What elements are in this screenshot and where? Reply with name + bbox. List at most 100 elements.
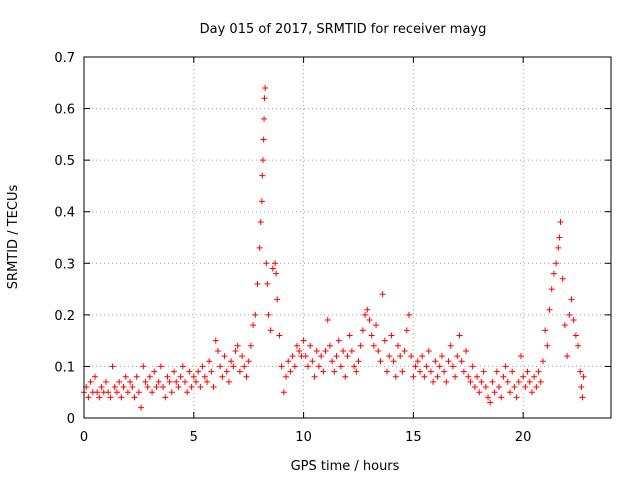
y-tick-label: 0 [67,412,75,427]
data-point [155,378,162,385]
data-point [318,353,325,360]
data-point [362,311,369,318]
data-point [232,347,239,354]
data-point [217,363,224,370]
data-point [463,347,470,354]
data-point [122,373,129,380]
data-point [85,394,92,401]
data-point [390,358,397,365]
y-axis-label: SRMTID / TECUs [6,185,21,290]
data-point [386,353,393,360]
data-point [340,347,347,354]
data-point [289,353,296,360]
data-point [171,368,178,375]
data-point [425,347,432,354]
data-point [302,353,309,360]
grid [84,57,611,418]
data-point [135,389,142,396]
plot-frame [83,56,612,419]
data-point [566,311,573,318]
data-point [225,378,232,385]
data-point [168,389,175,396]
data-point [570,317,577,324]
data-point [264,280,271,287]
data-point [276,332,283,339]
data-point [133,373,140,380]
data-point [359,327,366,334]
data-point [344,353,351,360]
data-point [293,342,300,349]
data-point [553,260,560,267]
data-point [491,389,498,396]
data-point [113,389,120,396]
data-point [203,378,210,385]
data-point [269,265,276,272]
data-point [223,368,230,375]
data-point [210,384,217,391]
data-point [410,373,417,380]
data-point [441,368,448,375]
data-point [184,389,191,396]
data-point [94,389,101,396]
data-point [250,322,257,329]
data-point [430,378,437,385]
data-point [87,378,94,385]
data-point [149,389,156,396]
data-point [157,363,164,370]
data-points [81,84,587,411]
data-point [221,353,228,360]
data-point [412,363,419,370]
data-point [575,342,582,349]
data-point [315,363,322,370]
data-point [239,353,246,360]
data-point [265,311,272,318]
data-point [498,394,505,401]
data-point [257,219,264,226]
data-point [186,368,193,375]
data-point [366,317,373,324]
data-point [524,368,531,375]
data-point [311,373,318,380]
data-point [528,389,535,396]
data-point [395,342,402,349]
data-point [179,363,186,370]
data-point [313,347,320,354]
x-tick-label: 15 [405,430,422,445]
data-point [259,157,266,164]
tick-labels: 0 0.1 0.2 0.3 0.4 0.5 0.6 0.7 0 5 10 15 20 [54,51,531,445]
y-tick-label: 0.3 [54,257,75,272]
data-point [131,394,138,401]
data-point [140,363,147,370]
data-point [373,322,380,329]
data-point [458,358,465,365]
data-point [445,358,452,365]
data-point [105,389,112,396]
data-point [208,368,215,375]
data-point [580,373,587,380]
data-point [561,322,568,329]
data-point [355,358,362,365]
data-point [212,337,219,344]
data-point [474,373,481,380]
data-point [467,378,474,385]
y-tick-label: 0.4 [54,206,75,221]
data-point [454,353,461,360]
data-point [190,373,197,380]
data-point [399,368,406,375]
data-point [405,311,412,318]
x-tick-label: 10 [295,430,312,445]
data-point [291,363,298,370]
data-point [480,368,487,375]
data-point [188,384,195,391]
data-point [550,270,557,277]
data-point [144,384,151,391]
data-point [478,378,485,385]
data-point [438,353,445,360]
data-point [234,342,241,349]
data-point [320,368,327,375]
data-point [572,332,579,339]
data-point [397,353,404,360]
data-point [496,384,503,391]
data-point [309,358,316,365]
